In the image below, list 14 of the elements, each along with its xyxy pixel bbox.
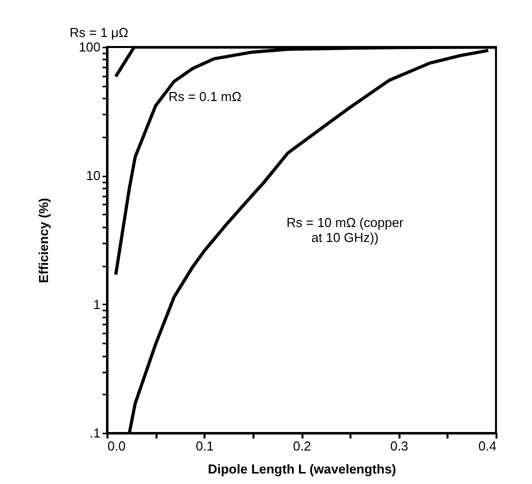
y-axis-title: Efficiency (%) xyxy=(36,198,51,284)
x-tick-label: 0.1 xyxy=(196,438,214,454)
series-label: Rs = 0.1 mΩ xyxy=(168,89,242,104)
x-tick-label: 0.3 xyxy=(390,438,408,454)
x-axis-title: Dipole Length L (wavelengths) xyxy=(208,462,396,476)
series-label: Rs = 1 μΩ xyxy=(70,25,129,40)
x-tick-label: 0.2 xyxy=(292,438,312,454)
y-tick-label: 100 xyxy=(78,40,100,54)
y-tick-label: 10 xyxy=(86,168,100,184)
x-tick-label: 0.0 xyxy=(108,438,126,454)
text: Rs = 10 mΩ (copper at 10 GHz)) xyxy=(286,215,404,245)
x-tick-label: 0.4 xyxy=(478,438,496,454)
y-tick-label: 1 xyxy=(93,296,100,312)
y-tick-label: .1 xyxy=(90,426,100,440)
